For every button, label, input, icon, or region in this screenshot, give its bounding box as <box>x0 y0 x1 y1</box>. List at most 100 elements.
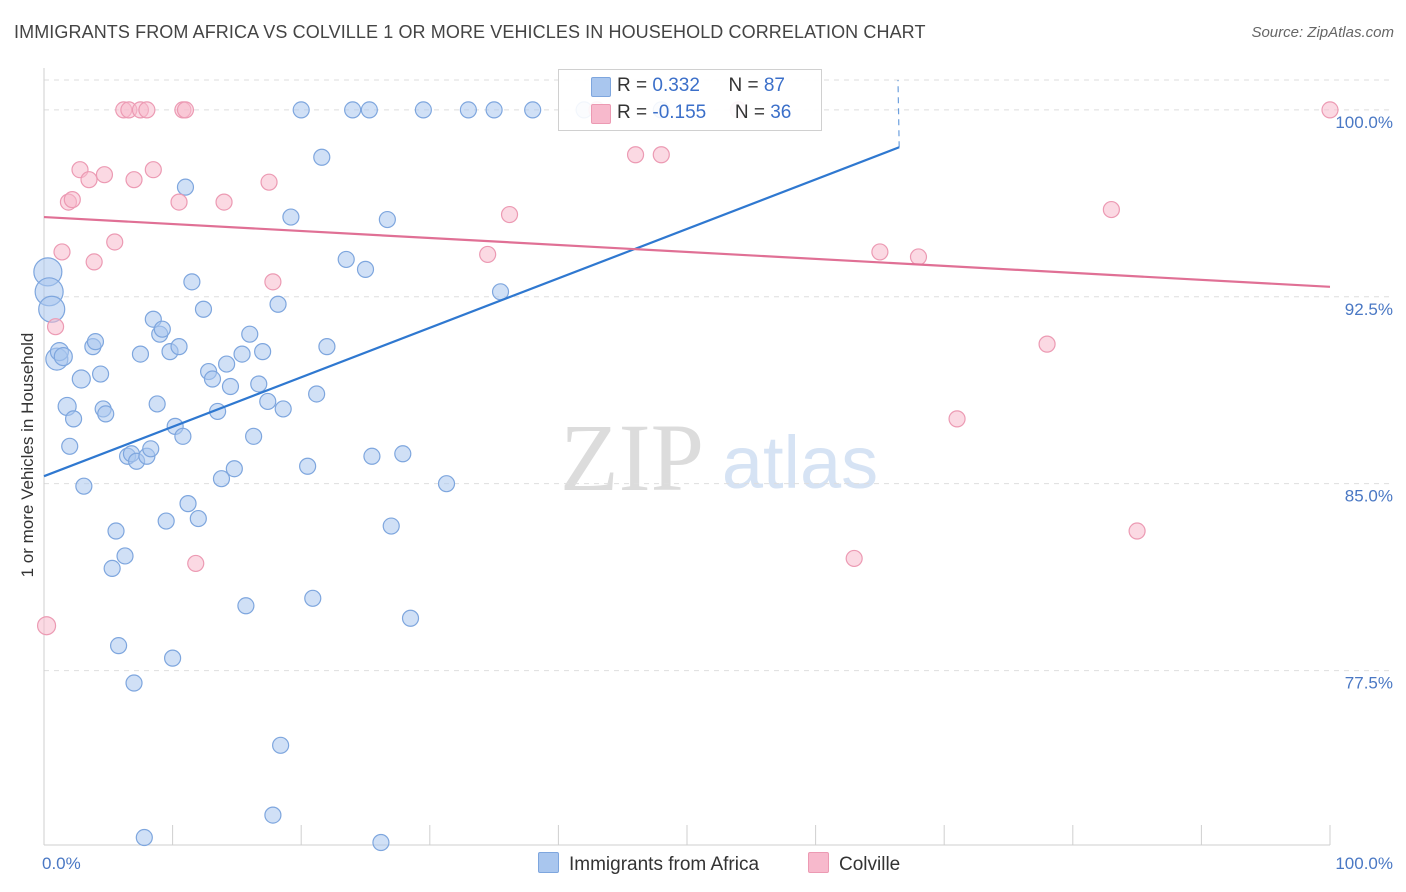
legend-item-colville: Colville <box>808 852 900 876</box>
legend-n-label: N = <box>728 75 764 96</box>
africa-point <box>274 400 292 418</box>
colville-point <box>871 243 889 261</box>
colville-point <box>63 191 81 209</box>
africa-point <box>189 509 207 528</box>
africa-point <box>394 445 412 463</box>
africa-point <box>356 260 375 278</box>
africa-point <box>344 101 362 119</box>
chart-title: IMMIGRANTS FROM AFRICA VS COLVILLE 1 OR … <box>14 22 926 42</box>
africa-point <box>237 597 255 615</box>
colville-point <box>176 101 195 119</box>
colville-point <box>260 173 278 191</box>
colville-point <box>85 253 103 271</box>
legend-row-africa: R = 0.332 N = 87 <box>591 75 785 99</box>
africa-point <box>86 333 105 351</box>
axes <box>43 68 1331 846</box>
colville-point <box>80 171 98 189</box>
africa-point <box>109 637 128 655</box>
africa-point <box>64 410 83 428</box>
legend-swatch-colville <box>591 104 611 124</box>
africa-point <box>459 101 477 119</box>
legend-r-label: R = <box>617 102 653 123</box>
colville-point <box>170 193 188 211</box>
colville-point <box>626 146 645 164</box>
africa-point <box>170 338 188 356</box>
correlation-legend: R = 0.332 N = 87 R = -0.155 N = 36 <box>558 69 822 131</box>
africa-point <box>524 101 542 119</box>
africa-point <box>272 736 290 754</box>
y-tick-label: 85.0% <box>1345 487 1393 506</box>
africa-point <box>245 427 263 445</box>
africa-point <box>401 609 420 627</box>
africa-point <box>372 833 390 852</box>
africa-point <box>414 101 432 119</box>
africa-point <box>437 475 456 493</box>
colville-point <box>909 248 928 266</box>
africa-point <box>176 178 195 196</box>
legend-row-colville: R = -0.155 N = 36 <box>591 102 791 126</box>
africa-point <box>174 427 192 445</box>
africa-point <box>218 355 236 373</box>
africa-point <box>75 477 93 495</box>
africa-point <box>164 649 182 667</box>
colville-point <box>95 166 114 184</box>
watermark: ZIP atlas <box>560 404 878 511</box>
africa-point <box>97 405 115 423</box>
legend-r-label: R = <box>617 75 653 96</box>
africa-point <box>363 447 381 465</box>
legend-n-value: 87 <box>763 75 785 96</box>
colville-point <box>53 243 71 261</box>
legend-swatch-africa <box>591 77 611 97</box>
africa-point <box>135 828 153 847</box>
colville-point <box>106 233 124 251</box>
colville-point <box>652 146 670 164</box>
africa-point <box>304 589 322 607</box>
africa-point <box>107 522 125 540</box>
africa-point <box>194 300 213 318</box>
africa-point <box>157 512 175 530</box>
africa-point <box>299 457 317 475</box>
africa-point <box>360 101 378 119</box>
colville-point <box>1321 101 1339 119</box>
y-tick-label: 92.5% <box>1345 300 1393 319</box>
y-tick-label: 77.5% <box>1345 674 1393 693</box>
africa-point <box>259 392 277 411</box>
africa-point <box>241 325 259 343</box>
africa-point <box>221 377 240 396</box>
trend-lines <box>43 79 1331 478</box>
africa-point <box>254 343 272 361</box>
colville-point <box>500 205 519 224</box>
africa-point <box>382 517 400 535</box>
tick-labels: 77.5% 85.0% 92.5% 100.0% 0.0% 100.0% <box>42 113 1393 873</box>
africa-point <box>225 460 243 478</box>
africa-point <box>38 295 66 323</box>
africa-point <box>264 806 282 824</box>
colville-point <box>845 549 863 568</box>
colville-point <box>144 161 162 179</box>
africa-point <box>313 148 331 166</box>
legend-label-africa: Immigrants from Africa <box>569 854 760 875</box>
legend-n-label: N = <box>734 102 771 123</box>
colville-point <box>1128 522 1146 540</box>
trend-line-africa <box>43 146 900 478</box>
africa-point <box>337 250 355 269</box>
watermark-zip: ZIP <box>560 404 704 511</box>
trend-line-colville <box>43 215 1331 288</box>
colville-point <box>1102 200 1120 219</box>
africa-point <box>318 338 336 356</box>
colville-point <box>479 245 497 264</box>
africa-point <box>250 375 268 393</box>
colville-point <box>138 101 156 119</box>
x-tick-label-max: 100.0% <box>1335 854 1393 873</box>
africa-point <box>61 437 79 455</box>
africa-point <box>203 370 222 388</box>
africa-point <box>308 385 326 403</box>
africa-point <box>91 365 110 383</box>
africa-point <box>131 345 150 363</box>
colville-point <box>187 554 205 573</box>
colville-point <box>948 410 966 428</box>
africa-point <box>282 208 300 226</box>
africa-point <box>153 320 171 338</box>
series-legend: Immigrants from Africa Colville <box>0 852 1406 878</box>
